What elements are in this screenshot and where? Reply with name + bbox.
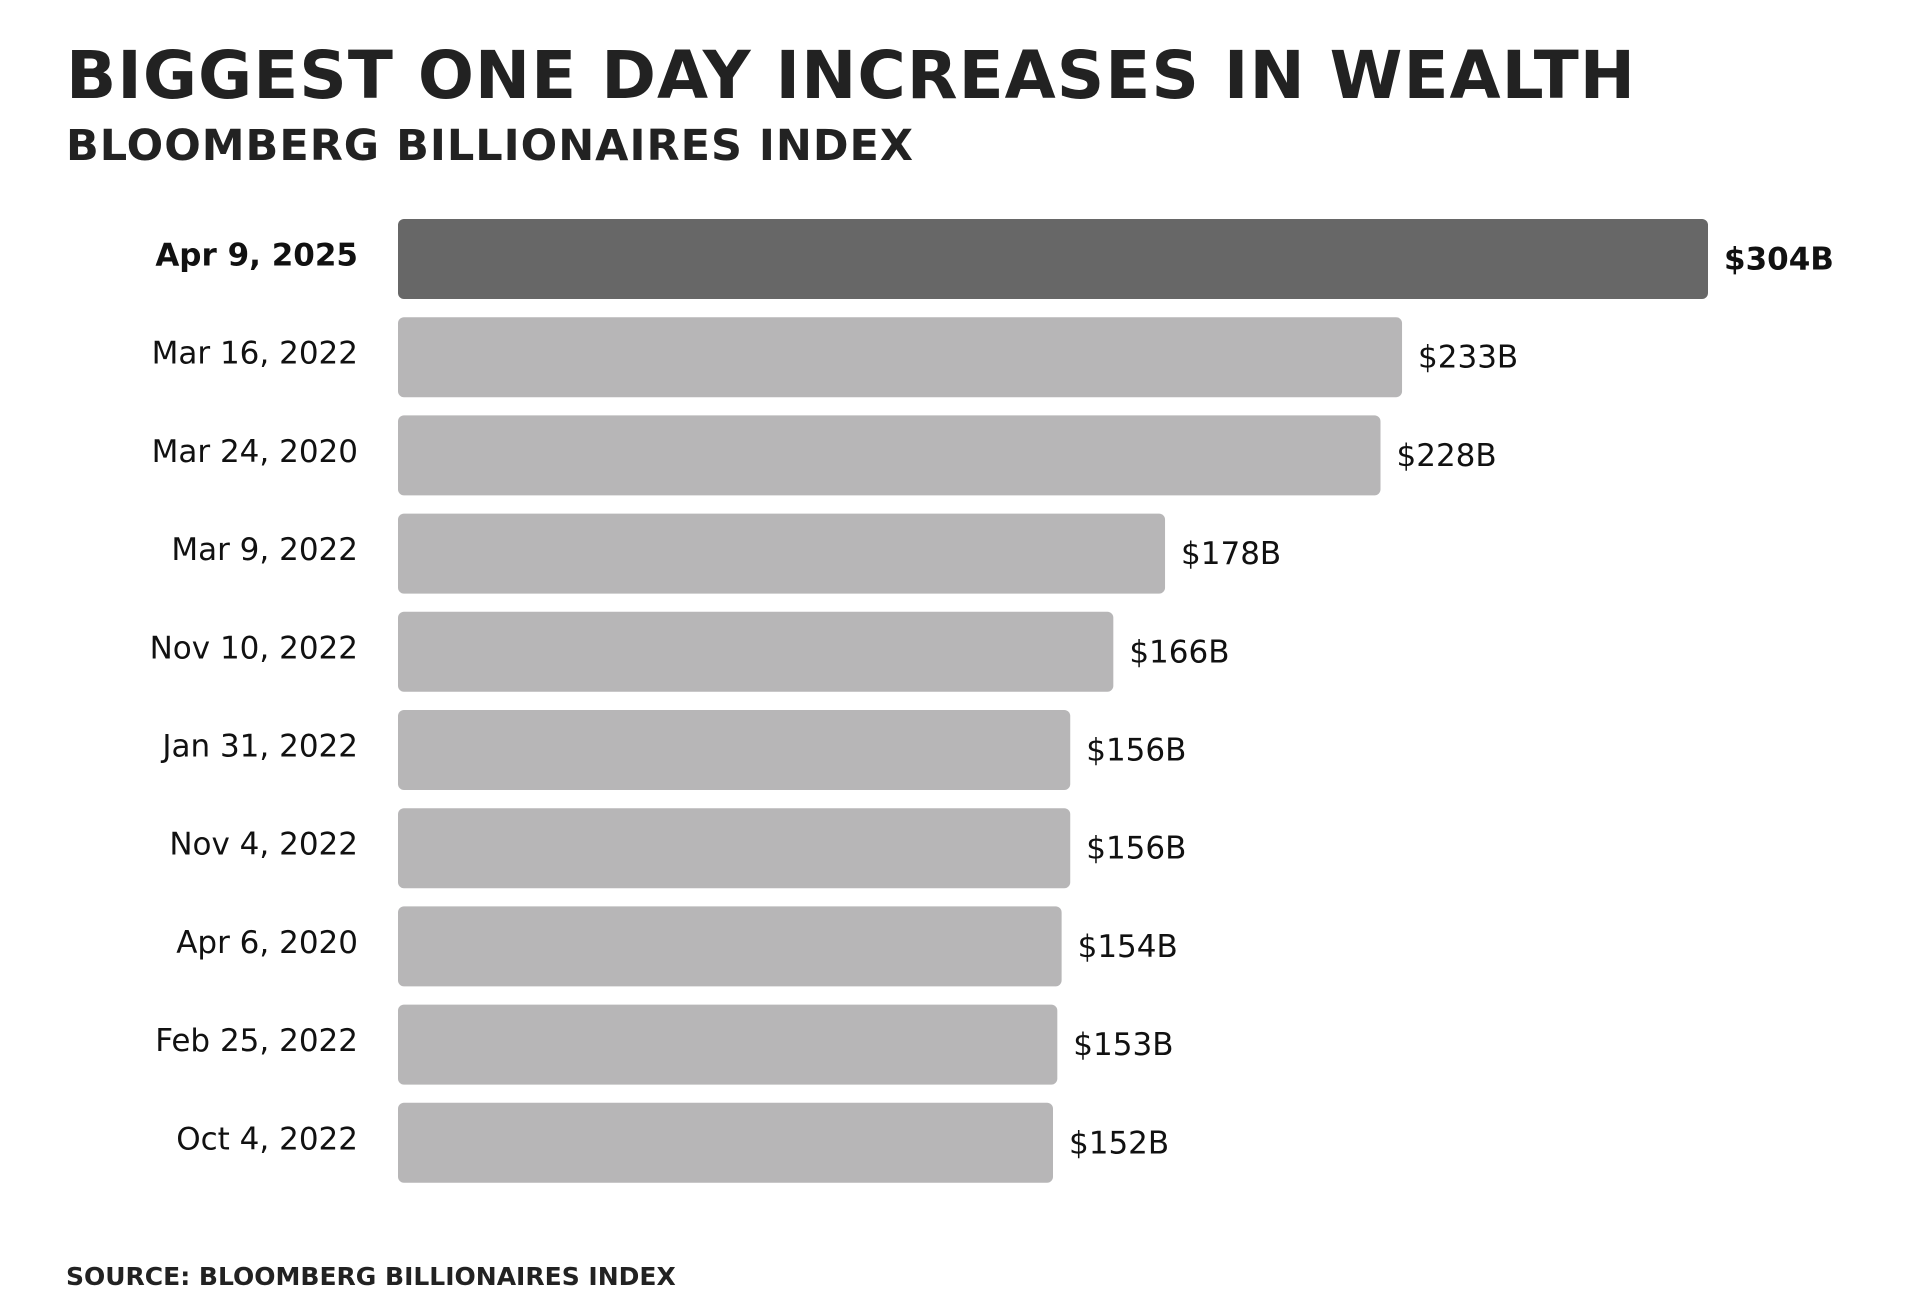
value-label-2: $228B [1397,438,1497,474]
bar-5 [398,710,1071,790]
value-label-7: $154B [1078,929,1178,965]
chart-subtitle: BLOOMBERG BILLIONAIRES INDEX [66,121,915,171]
value-label-8: $153B [1073,1027,1173,1063]
value-label-1: $233B [1418,340,1518,376]
bar-1 [398,317,1403,398]
category-label-1: Mar 16, 2022 [152,336,358,372]
bar-4 [398,611,1114,692]
category-label-9: Oct 4, 2022 [176,1121,358,1157]
chart-title: BIGGEST ONE DAY INCREASES IN WEALTH [66,37,1637,114]
value-label-6: $156B [1086,831,1186,867]
value-label-3: $178B [1181,536,1281,572]
bar-9 [398,1102,1053,1183]
value-label-4: $166B [1129,634,1229,670]
bar-2 [398,415,1381,496]
category-label-4: Nov 10, 2022 [150,630,358,666]
category-label-3: Mar 9, 2022 [171,532,358,568]
bar-6 [398,808,1071,889]
bar-7 [398,906,1062,987]
category-label-8: Feb 25, 2022 [155,1023,358,1059]
category-label-6: Nov 4, 2022 [169,827,358,863]
value-label-5: $156B [1086,733,1186,769]
bar-8 [398,1004,1058,1085]
value-label-9: $152B [1069,1125,1169,1161]
bar-0 [398,219,1708,299]
bar-3 [398,513,1166,594]
value-label-0: $304B [1724,242,1834,278]
category-label-0: Apr 9, 2025 [155,238,358,274]
category-label-5: Jan 31, 2022 [160,729,358,765]
category-label-7: Apr 6, 2020 [176,925,358,961]
category-label-2: Mar 24, 2020 [152,434,358,470]
source-note: SOURCE: BLOOMBERG BILLIONAIRES INDEX [66,1262,676,1291]
